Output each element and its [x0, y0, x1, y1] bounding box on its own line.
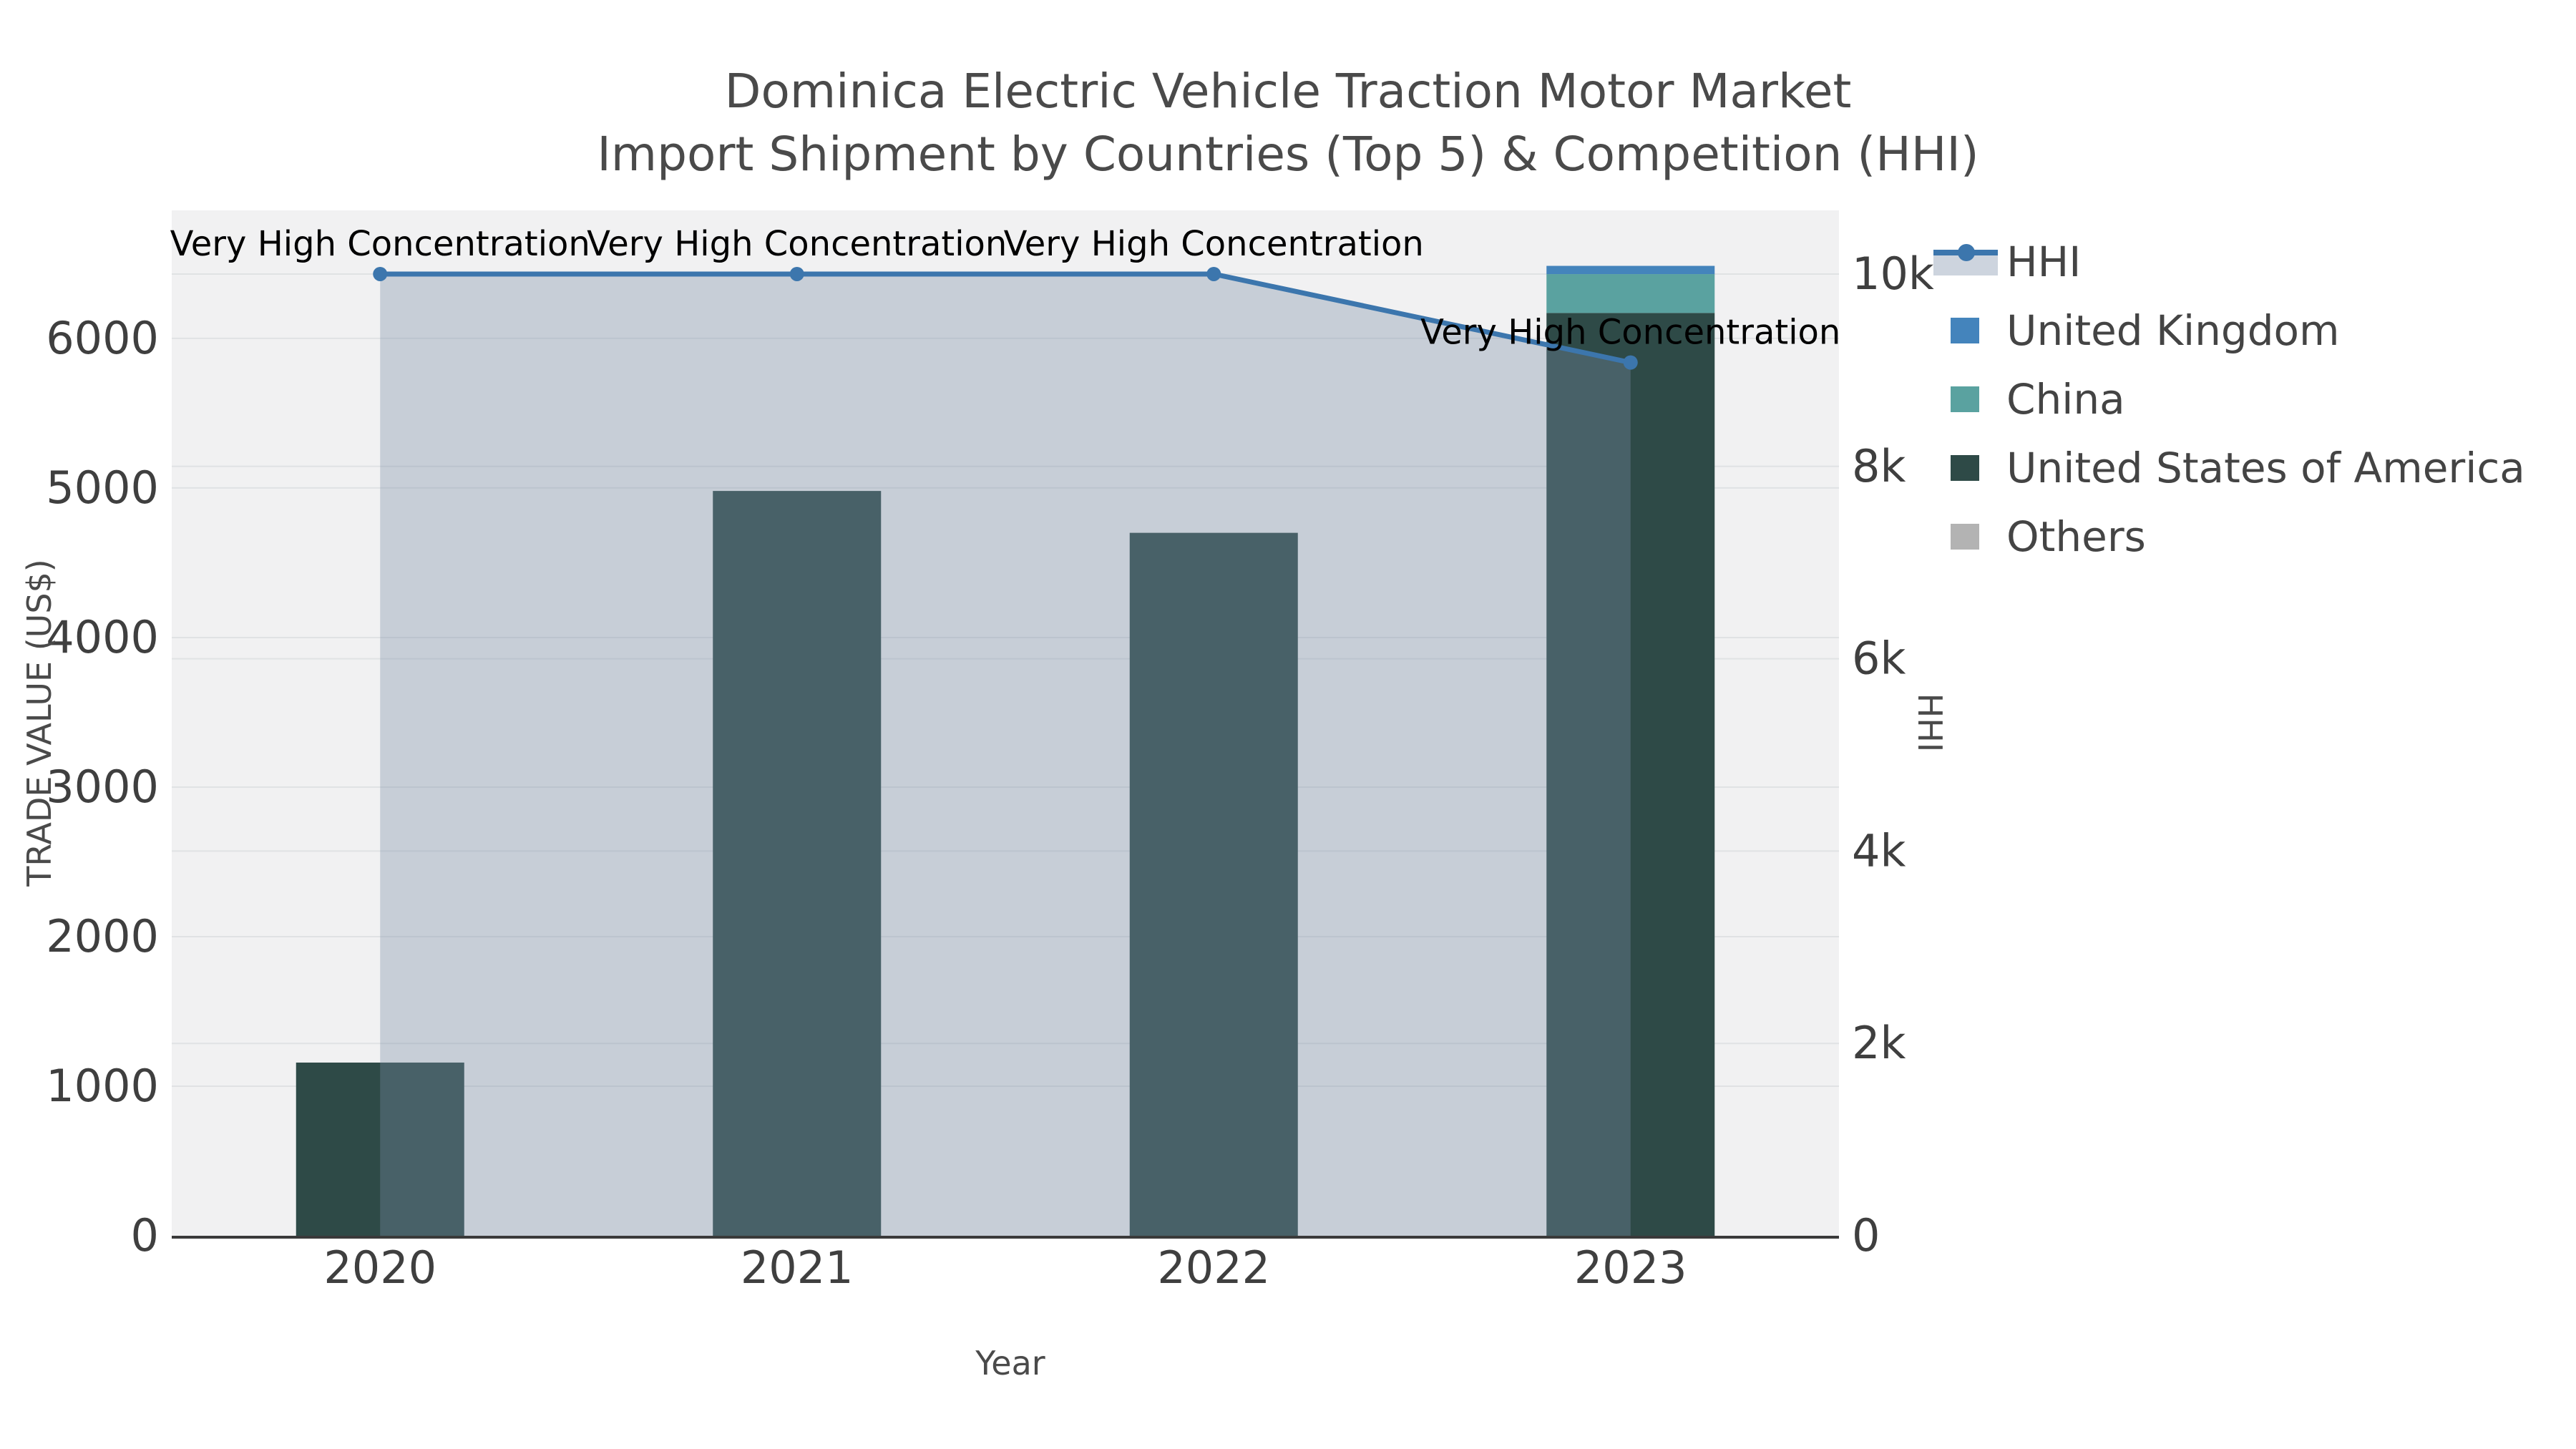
legend-item-label: United Kingdom: [2006, 306, 2340, 355]
y-right-tick-label: 6k: [1852, 633, 1906, 685]
y-left-tick-label: 4000: [46, 611, 159, 663]
legend-item-label: China: [2006, 375, 2125, 424]
chart-title: Dominica Electric Vehicle Traction Motor…: [0, 60, 2576, 186]
legend-color-swatch: [1951, 524, 1979, 550]
chart-title-line1: Dominica Electric Vehicle Traction Motor…: [724, 64, 1852, 119]
bar-segment-china-2023[interactable]: [1546, 274, 1715, 313]
hhi-marker-2023[interactable]: [1623, 355, 1638, 370]
x-axis-title: Year: [975, 1344, 1045, 1382]
hhi-area-fill: [380, 273, 1631, 1236]
y-right-tick-label: 0: [1852, 1209, 1880, 1262]
x-tick-label-2021: 2021: [741, 1241, 854, 1294]
y-left-tick-label: 1000: [46, 1060, 159, 1112]
legend: HHI United Kingdom China United States of A…: [1932, 228, 2525, 571]
y-left-tick-label: 2000: [46, 910, 159, 962]
y-left-tick-label: 3000: [46, 761, 159, 813]
annotation-2022: Very High Concentration: [1004, 224, 1424, 264]
y-left-tick-label: 5000: [46, 462, 159, 514]
legend-item-label: United States of America: [2006, 444, 2525, 492]
legend-color-swatch: [1951, 455, 1979, 481]
legend-square-swatch: [1932, 306, 2001, 356]
hhi-marker-2020[interactable]: [373, 266, 388, 281]
legend-marker-dot-icon: [1958, 244, 1975, 261]
hhi-marker-2021[interactable]: [789, 266, 804, 281]
y-axis-title-left: TRADE VALUE (US$): [20, 559, 59, 887]
legend-square-swatch: [1932, 512, 2001, 562]
bar-segment-united-states-of-america-2020[interactable]: [296, 1062, 464, 1236]
legend-item-others[interactable]: Others: [1932, 502, 2525, 571]
annotation-2020: Very High Concentration: [170, 224, 590, 264]
legend-line-symbol: [1932, 237, 2001, 287]
annotation-2023: Very High Concentration: [1420, 313, 1840, 353]
legend-item-china[interactable]: China: [1932, 365, 2525, 434]
legend-square-swatch: [1932, 443, 2001, 493]
y-right-tick-label: 4k: [1852, 824, 1906, 877]
legend-color-swatch: [1951, 386, 1979, 412]
x-tick-label-2020: 2020: [323, 1241, 436, 1294]
legend-square-swatch: [1932, 374, 2001, 424]
legend-item-hhi[interactable]: HHI: [1932, 228, 2525, 296]
legend-item-united-states-of-america[interactable]: United States of America: [1932, 434, 2525, 502]
y-right-tick-label: 8k: [1852, 440, 1906, 492]
bar-segment-united-kingdom-2023[interactable]: [1546, 265, 1715, 275]
bar-segment-united-states-of-america-2022[interactable]: [1129, 532, 1298, 1236]
legend-item-label: Others: [2006, 512, 2146, 561]
x-tick-label-2022: 2022: [1157, 1241, 1270, 1294]
legend-item-united-kingdom[interactable]: United Kingdom: [1932, 296, 2525, 365]
x-tick-label-2023: 2023: [1574, 1241, 1687, 1294]
annotation-2021: Very High Concentration: [587, 224, 1007, 264]
y-right-tick-label: 2k: [1852, 1017, 1906, 1069]
y-left-tick-label: 0: [131, 1209, 159, 1262]
hhi-marker-2022[interactable]: [1206, 266, 1221, 281]
legend-item-label: HHI: [2006, 238, 2082, 286]
y-axis-title-right: HHI: [1911, 693, 1949, 753]
bar-segment-united-states-of-america-2023[interactable]: [1546, 313, 1715, 1236]
hhi-line: [380, 271, 1631, 366]
chart-title-line2: Import Shipment by Countries (Top 5) & C…: [597, 126, 1979, 182]
legend-color-swatch: [1951, 318, 1979, 343]
y-right-tick-label: 10k: [1852, 248, 1934, 300]
bar-segment-united-states-of-america-2021[interactable]: [713, 491, 882, 1236]
y-left-tick-label: 6000: [46, 312, 159, 364]
